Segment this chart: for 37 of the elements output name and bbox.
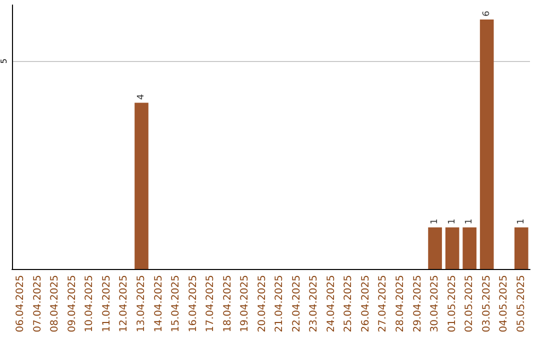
data-label: 1	[430, 218, 440, 224]
x-tick-label: 22.04.2025	[291, 275, 302, 332]
x-tick-label: 21.04.2025	[274, 275, 286, 332]
data-label: 1	[447, 218, 458, 224]
x-tick-label: 11.04.2025	[101, 275, 112, 332]
x-tick-label: 18.04.2025	[222, 275, 234, 332]
x-tick-label: 09.04.2025	[66, 275, 78, 332]
x-tick-label: 23.04.2025	[308, 275, 320, 332]
x-tick-label: 20.04.2025	[256, 275, 268, 332]
data-label: 6	[482, 10, 492, 17]
x-tick-label: 14.04.2025	[153, 275, 164, 332]
x-tick-label: 15.04.2025	[170, 275, 182, 332]
x-tick-label: 25.04.2025	[343, 275, 354, 332]
x-tick-label: 17.04.2025	[205, 275, 216, 332]
data-label: 1	[464, 218, 475, 224]
x-tick-label: 19.04.2025	[240, 275, 251, 332]
x-tick-label: 26.04.2025	[360, 275, 372, 332]
x-tick-label: 06.04.2025	[15, 275, 26, 332]
x-tick-label: 24.04.2025	[326, 275, 337, 332]
y-tick-label: 5	[0, 58, 8, 64]
x-tick-label: 16.04.2025	[188, 275, 199, 332]
x-tick-label: 05.05.2025	[516, 275, 527, 332]
x-tick-label: 08.04.2025	[50, 275, 61, 332]
x-tick-label: 12.04.2025	[118, 275, 130, 332]
x-tick-label: 13.04.2025	[136, 275, 147, 332]
x-tick-label: 30.04.2025	[430, 275, 441, 332]
data-label: 4	[136, 94, 146, 100]
x-tick-label: 07.04.2025	[32, 275, 44, 332]
x-tick-label: 04.05.2025	[498, 275, 510, 332]
x-tick-label: 29.04.2025	[412, 275, 424, 332]
x-tick-label: 27.04.2025	[378, 275, 389, 332]
x-tick-label: 02.05.2025	[464, 275, 476, 332]
x-tick-label: 03.05.2025	[481, 275, 492, 332]
x-tick-label: 10.04.2025	[84, 275, 96, 332]
data-label: 1	[516, 218, 526, 224]
x-tick-label: 01.05.2025	[446, 275, 458, 332]
x-tick-label: 28.04.2025	[395, 275, 406, 332]
